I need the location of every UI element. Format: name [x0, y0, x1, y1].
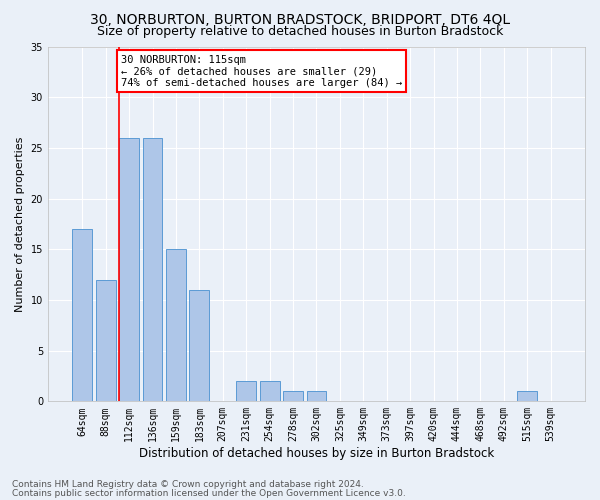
Text: Contains public sector information licensed under the Open Government Licence v3: Contains public sector information licen… [12, 488, 406, 498]
Bar [166, 250, 186, 402]
Text: Contains HM Land Registry data © Crown copyright and database right 2024.: Contains HM Land Registry data © Crown c… [12, 480, 364, 489]
Bar [143, 138, 163, 402]
Bar [236, 381, 256, 402]
Y-axis label: Number of detached properties: Number of detached properties [15, 136, 25, 312]
Text: 30, NORBURTON, BURTON BRADSTOCK, BRIDPORT, DT6 4QL: 30, NORBURTON, BURTON BRADSTOCK, BRIDPOR… [90, 12, 510, 26]
Bar [517, 391, 537, 402]
Text: Size of property relative to detached houses in Burton Bradstock: Size of property relative to detached ho… [97, 25, 503, 38]
Bar [260, 381, 280, 402]
Bar [190, 290, 209, 402]
Text: 30 NORBURTON: 115sqm
← 26% of detached houses are smaller (29)
74% of semi-detac: 30 NORBURTON: 115sqm ← 26% of detached h… [121, 54, 402, 88]
Bar [307, 391, 326, 402]
X-axis label: Distribution of detached houses by size in Burton Bradstock: Distribution of detached houses by size … [139, 447, 494, 460]
Bar [119, 138, 139, 402]
Bar [73, 229, 92, 402]
Bar [283, 391, 303, 402]
Bar [96, 280, 116, 402]
